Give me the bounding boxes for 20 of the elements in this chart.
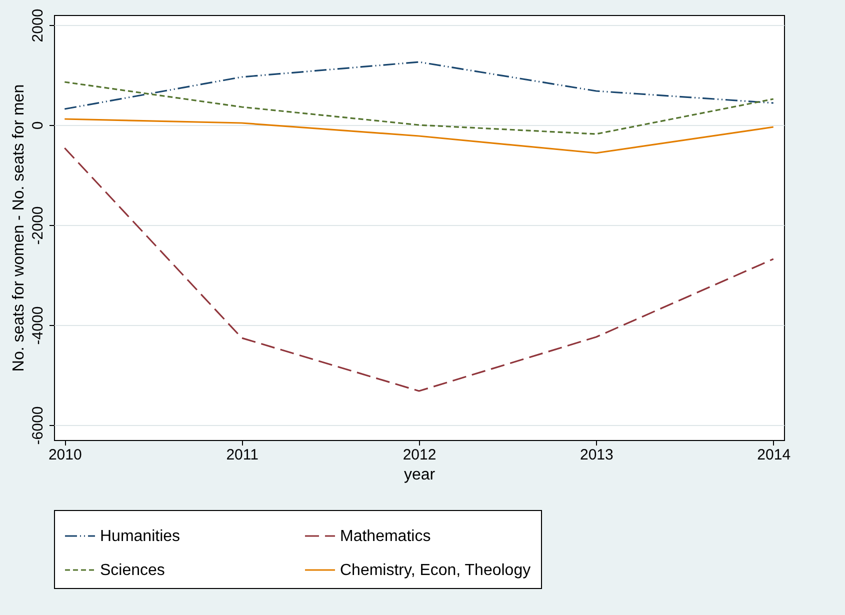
- line-series: [64, 81, 774, 135]
- line-series: [64, 61, 774, 110]
- x-tick-label: 2013: [580, 446, 614, 464]
- legend-label: Mathematics: [340, 528, 431, 545]
- x-axis-title: year: [404, 466, 436, 484]
- legend-label: Chemistry, Econ, Theology: [340, 562, 531, 579]
- y-axis-title: No. seats for women - No. seats for men: [10, 84, 28, 372]
- y-tick-label: -4000: [30, 306, 46, 345]
- y-tick-label: 2000: [30, 8, 46, 42]
- x-tick-label: 2014: [757, 446, 791, 464]
- x-tick-label: 2011: [226, 446, 258, 464]
- y-tick-label: 0: [30, 121, 46, 130]
- line-series: [64, 118, 774, 154]
- x-tick-label: 2010: [48, 446, 82, 464]
- x-tick-label: 2012: [402, 446, 436, 464]
- line-series: [64, 147, 774, 392]
- legend-label: Sciences: [100, 562, 165, 579]
- y-tick-label: -6000: [30, 406, 46, 445]
- y-tick-label: -2000: [30, 206, 46, 245]
- legend-label: Humanities: [100, 528, 180, 545]
